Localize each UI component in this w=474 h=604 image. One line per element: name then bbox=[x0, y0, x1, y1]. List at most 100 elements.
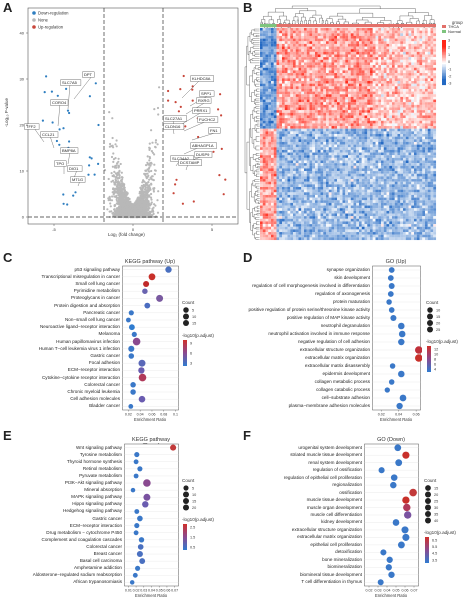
heatmap-cell bbox=[334, 41, 338, 44]
heatmap-cell bbox=[309, 46, 313, 50]
heatmap-cell bbox=[408, 49, 412, 52]
gene-label-box bbox=[199, 90, 215, 97]
heatmap-cell bbox=[293, 104, 296, 108]
heatmap-cell bbox=[293, 62, 296, 66]
heatmap-cell bbox=[304, 70, 307, 74]
heatmap-cell bbox=[356, 30, 360, 34]
heatmap-cell bbox=[356, 112, 360, 116]
volcano-point bbox=[122, 187, 126, 190]
heatmap-cell bbox=[326, 75, 329, 79]
heatmap-cell bbox=[282, 51, 285, 55]
heatmap-cell bbox=[312, 62, 316, 66]
heatmap-cell bbox=[364, 83, 368, 87]
heatmap-cell bbox=[273, 118, 277, 121]
heatmap-cell bbox=[381, 57, 384, 60]
heatmap-cell bbox=[356, 49, 360, 52]
heatmap-cell bbox=[394, 112, 398, 116]
heatmap-cell bbox=[339, 41, 343, 44]
heatmap-cell bbox=[403, 94, 406, 97]
heatmap-cell bbox=[411, 102, 415, 105]
heatmap-cell bbox=[306, 118, 310, 121]
heatmap-cell bbox=[268, 67, 272, 71]
heatmap-cell bbox=[433, 99, 437, 103]
heatmap-cell bbox=[361, 43, 365, 47]
heatmap-cell bbox=[359, 88, 362, 92]
heatmap-cell bbox=[403, 28, 406, 31]
heatmap-cell bbox=[273, 86, 277, 89]
heatmap-cell bbox=[309, 120, 313, 124]
heatmap-cell bbox=[348, 104, 351, 108]
volcano-ytick: 0 bbox=[22, 215, 25, 220]
heatmap-cell bbox=[320, 59, 324, 63]
heatmap-cell bbox=[364, 91, 368, 95]
heatmap-cell bbox=[326, 102, 329, 105]
heatmap-cell bbox=[361, 62, 365, 66]
volcano-point bbox=[145, 175, 148, 178]
heatmap-cell bbox=[323, 51, 327, 55]
heatmap-cell bbox=[411, 81, 415, 84]
heatmap-cell bbox=[386, 118, 390, 121]
volcano-point bbox=[126, 199, 129, 202]
volcano-point bbox=[114, 204, 117, 207]
heatmap-cell bbox=[273, 67, 277, 71]
heatmap-cell bbox=[392, 118, 395, 121]
heatmap-cell bbox=[386, 86, 390, 89]
heatmap-cell bbox=[408, 73, 412, 76]
heatmap-cell bbox=[265, 75, 269, 79]
heatmap-cell bbox=[381, 96, 384, 100]
heatmap-cell bbox=[400, 57, 404, 60]
heatmap-cell bbox=[326, 96, 329, 100]
heatmap-cell bbox=[367, 115, 371, 119]
heatmap-cell bbox=[312, 30, 316, 34]
heatmap-cell bbox=[430, 88, 434, 92]
volcano-point bbox=[120, 176, 124, 179]
gene-label-down: SLC7A5 bbox=[62, 80, 78, 85]
heatmap-cell bbox=[394, 83, 398, 87]
heatmap-cell bbox=[326, 28, 329, 31]
heatmap-cell bbox=[345, 30, 349, 34]
heatmap-cell bbox=[306, 49, 310, 52]
heatmap-cell bbox=[370, 35, 373, 39]
heatmap-cell bbox=[337, 43, 340, 47]
heatmap-cell bbox=[309, 57, 313, 60]
heatmap-cell bbox=[348, 59, 351, 63]
heatmap-cell bbox=[416, 75, 420, 79]
heatmap-cell bbox=[282, 118, 285, 121]
heatmap-cell bbox=[361, 46, 365, 50]
heatmap-cell bbox=[293, 110, 296, 113]
volcano-point bbox=[119, 212, 122, 215]
heatmap-cell bbox=[433, 91, 437, 95]
heatmap-cell bbox=[273, 43, 277, 47]
heatmap-cell bbox=[430, 38, 434, 42]
heatmap-cell bbox=[348, 30, 351, 34]
heatmap-cell bbox=[262, 83, 266, 87]
heatmap-cell bbox=[422, 67, 426, 71]
heatmap-cell bbox=[320, 120, 324, 124]
heatmap-cell bbox=[290, 83, 294, 87]
heatmap-cell bbox=[419, 38, 423, 42]
heatmap-cell bbox=[378, 110, 382, 113]
heatmap-cell bbox=[260, 46, 263, 50]
heatmap-cell bbox=[372, 46, 376, 50]
heatmap-cell bbox=[284, 43, 288, 47]
heatmap-cell bbox=[372, 62, 376, 66]
heatmap-cell bbox=[367, 75, 371, 79]
heatmap-cell bbox=[422, 70, 426, 74]
heatmap-cell bbox=[262, 110, 266, 113]
heatmap-cell bbox=[271, 81, 274, 84]
volcano-point bbox=[135, 201, 138, 204]
heatmap-cell bbox=[345, 41, 349, 44]
heatmap-cell bbox=[422, 54, 426, 58]
heatmap-cell bbox=[293, 46, 296, 50]
heatmap-cell bbox=[262, 104, 266, 108]
heatmap-cell bbox=[425, 28, 428, 31]
heatmap-cell bbox=[394, 75, 398, 79]
heatmap-cell bbox=[405, 78, 409, 82]
heatmap-cell bbox=[265, 65, 269, 68]
heatmap-cell bbox=[353, 112, 357, 116]
heatmap-cell bbox=[304, 54, 307, 58]
heatmap-cell bbox=[290, 115, 294, 119]
heatmap-cell bbox=[397, 102, 401, 105]
heatmap-cell bbox=[389, 35, 393, 39]
heatmap-cell bbox=[290, 67, 294, 71]
